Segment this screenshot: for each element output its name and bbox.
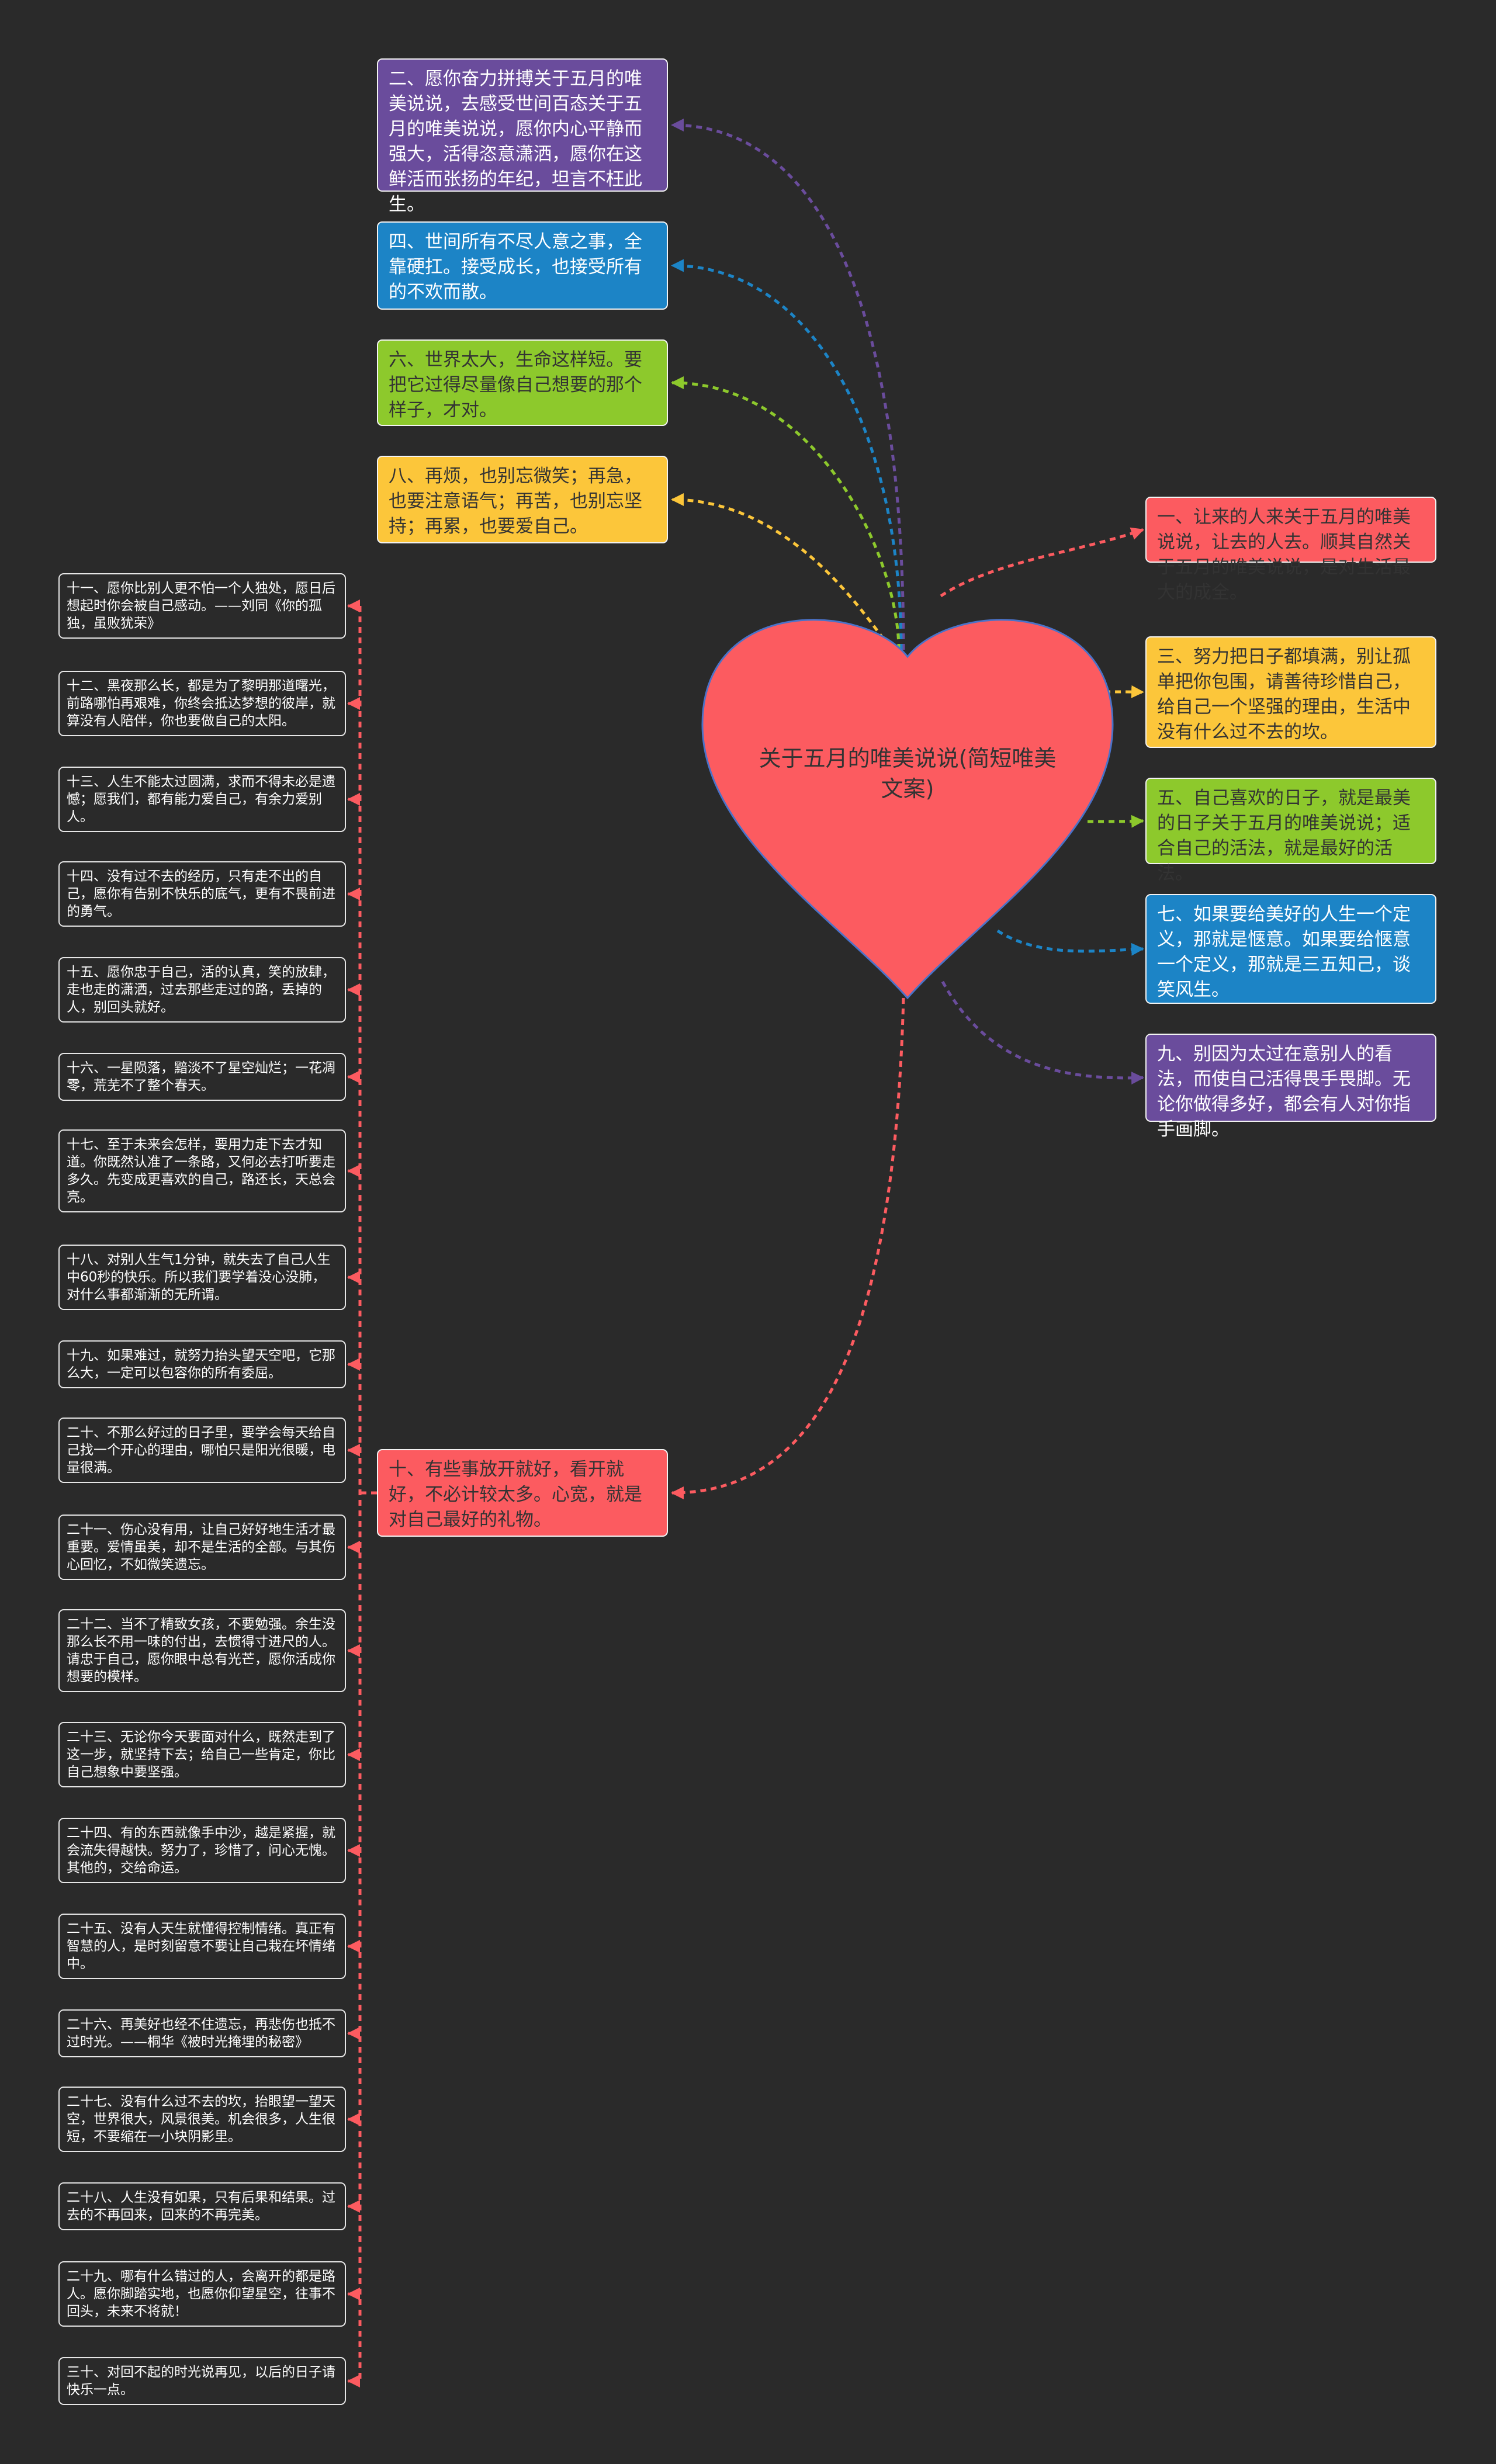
center-topic-title[interactable]: 关于五月的唯美说说(简短唯美文案) <box>759 746 1057 802</box>
subtopic-node-23[interactable]: 二十三、无论你今天要面对什么，既然走到了这一步，就坚持下去；给自己一些肯定，你比… <box>58 1722 346 1787</box>
subtopic-node-26[interactable]: 二十六、再美好也经不住遗忘，再悲伤也抵不过时光。——桐华《被时光掩埋的秘密》 <box>58 2009 346 2057</box>
subtopic-node-30[interactable]: 三十、对回不起的时光说再见，以后的日子请快乐一点。 <box>58 2357 346 2405</box>
subtopic-node-18[interactable]: 十八、对别人生气1分钟，就失去了自己人生中60秒的快乐。所以我们要学着没心没肺，… <box>58 1245 346 1310</box>
connector-right-4 <box>996 929 1144 956</box>
subtopic-node-13[interactable]: 十三、人生不能太过圆满，求而不得未必是遗憾；愿我们，都有能力爱自己，有余力爱别人… <box>58 767 346 832</box>
topic-node-right-1[interactable]: 一、让来的人来关于五月的唯美说说，让去的人去。顺其自然关于五月的唯美说说，是对生… <box>1145 497 1436 603</box>
center-heart-shape[interactable] <box>701 619 1114 1000</box>
subtopic-node-11[interactable]: 十一、愿你比别人更不怕一个人独处，愿日后想起时你会被自己感动。——刘同《你的孤独… <box>58 573 346 639</box>
subtopic-node-17[interactable]: 十七、至于未来会怎样，要用力走下去才知道。你既然认准了一条路，又何必去打听要走多… <box>58 1129 346 1212</box>
topic-node-right-4[interactable]: 七、如果要给美好的人生一个定义，那就是惬意。如果要给惬意一个定义，那就是三五知己… <box>1145 894 1436 1004</box>
subtopic-node-21[interactable]: 二十一、伤心没有用，让自己好好地生活才最重要。爱情虽美，却不是生活的全部。与其伤… <box>58 1515 346 1580</box>
connector-left-1 <box>671 119 905 650</box>
topic-node-left-2[interactable]: 四、世间所有不尽人意之事，全靠硬扛。接受成长，也接受所有的不欢而散。 <box>377 221 668 310</box>
subtopic-node-20[interactable]: 二十、不那么好过的日子里，要学会每天给自己找一个开心的理由，哪怕只是阳光很暖，电… <box>58 1418 346 1483</box>
connector-left-4 <box>671 493 898 654</box>
connector-right-3 <box>1087 815 1144 828</box>
subtopic-node-25[interactable]: 二十五、没有人天生就懂得控制情绪。真正有智慧的人，是时刻留意不要让自己栽在坏情绪… <box>58 1914 346 1979</box>
topic-node-left-1[interactable]: 二、愿你奋力拼搏关于五月的唯美说说，去感受世间百态关于五月的唯美说说，愿你内心平… <box>377 58 668 215</box>
subtopic-node-14[interactable]: 十四、没有过不去的经历，只有走不出的自己，愿你有告别不快乐的底气，更有不畏前进的… <box>58 861 346 927</box>
subtopic-node-28[interactable]: 二十八、人生没有如果，只有后果和结果。过去的不再回来，回来的不再完美。 <box>58 2182 346 2230</box>
subtopic-node-24[interactable]: 二十四、有的东西就像手中沙，越是紧握，就会流失得越快。努力了，珍惜了，问心无愧。… <box>58 1818 346 1883</box>
connector-ten <box>671 997 905 1499</box>
subtopic-node-27[interactable]: 二十七、没有什么过不去的坎，抬眼望一望天空，世界很大，风景很美。机会很多，人生很… <box>58 2087 346 2152</box>
subtopic-node-16[interactable]: 十六、一星陨落，黯淡不了星空灿烂；一花凋零，荒芜不了整个春天。 <box>58 1053 346 1101</box>
connector-left-2 <box>671 259 903 650</box>
topic-node-left-3[interactable]: 六、世界太大，生命这样短。要把它过得尽量像自己想要的那个样子，才对。 <box>377 339 668 426</box>
connector-right-5 <box>941 980 1144 1084</box>
subtopic-node-12[interactable]: 十二、黑夜那么长，都是为了黎明那道曙光，前路哪怕再艰难，你终会抵达梦想的彼岸，就… <box>58 671 346 736</box>
topic-node-right-3[interactable]: 五、自己喜欢的日子，就是最美的日子关于五月的唯美说说；适合自己的活法，就是最好的… <box>1145 778 1436 884</box>
topic-node-right-2[interactable]: 三、努力把日子都填满，别让孤单把你包围，请善待珍惜自己，给自己一个坚强的理由，生… <box>1145 636 1436 748</box>
subtopic-node-29[interactable]: 二十九、哪有什么错过的人，会离开的都是路人。愿你脚踏实地，也愿你仰望星空，往事不… <box>58 2261 346 2327</box>
subtopic-node-15[interactable]: 十五、愿你忠于自己，活的认真，笑的放肆，走也走的潇洒，过去那些走过的路，丢掉的人… <box>58 957 346 1023</box>
connector-right-1 <box>940 527 1144 598</box>
subtopic-node-19[interactable]: 十九、如果难过，就努力抬头望天空吧，它那么大，一定可以包容你的所有委屈。 <box>58 1340 346 1388</box>
topic-node-right-5[interactable]: 九、别因为太过在意别人的看法，而使自己活得畏手畏脚。无论你做得多好，都会有人对你… <box>1145 1034 1436 1140</box>
subtopic-node-22[interactable]: 二十二、当不了精致女孩，不要勉强。余生没那么长不用一味的付出，去惯得寸进尺的人。… <box>58 1609 346 1692</box>
topic-node-ten[interactable]: 十、有些事放开就好，看开就好，不必计较太多。心宽，就是对自己最好的礼物。 <box>377 1449 668 1537</box>
connector-left-3 <box>671 376 901 650</box>
topic-node-left-4[interactable]: 八、再烦，也别忘微笑；再急，也要注意语气；再苦，也别忘坚持；再累，也要爱自己。 <box>377 456 668 543</box>
